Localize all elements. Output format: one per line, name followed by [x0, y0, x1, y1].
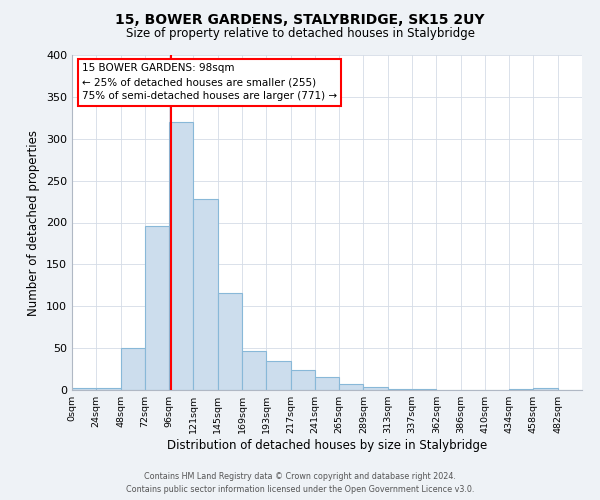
X-axis label: Distribution of detached houses by size in Stalybridge: Distribution of detached houses by size …: [167, 439, 487, 452]
Bar: [364, 388, 388, 390]
Y-axis label: Number of detached properties: Number of detached properties: [28, 130, 40, 316]
Bar: [121, 348, 145, 390]
Bar: [315, 376, 339, 390]
Text: Size of property relative to detached houses in Stalybridge: Size of property relative to detached ho…: [125, 28, 475, 40]
Bar: [533, 388, 558, 390]
Bar: [218, 293, 242, 390]
Bar: [242, 352, 266, 390]
Bar: [412, 389, 436, 390]
Text: 15 BOWER GARDENS: 98sqm
← 25% of detached houses are smaller (255)
75% of semi-d: 15 BOWER GARDENS: 98sqm ← 25% of detache…: [82, 64, 337, 102]
Bar: [509, 389, 533, 390]
Bar: [96, 388, 121, 390]
Bar: [388, 389, 412, 390]
Text: Contains HM Land Registry data © Crown copyright and database right 2024.
Contai: Contains HM Land Registry data © Crown c…: [126, 472, 474, 494]
Bar: [339, 384, 364, 390]
Bar: [193, 199, 218, 390]
Text: 15, BOWER GARDENS, STALYBRIDGE, SK15 2UY: 15, BOWER GARDENS, STALYBRIDGE, SK15 2UY: [115, 12, 485, 26]
Bar: [169, 122, 193, 390]
Bar: [72, 388, 96, 390]
Bar: [290, 370, 315, 390]
Bar: [145, 226, 169, 390]
Bar: [266, 360, 290, 390]
